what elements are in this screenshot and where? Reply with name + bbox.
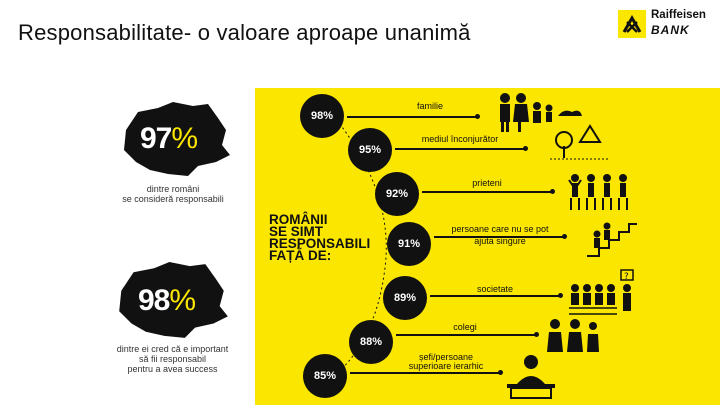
romania-map-icon — [118, 100, 233, 180]
stat-value-2: 98% — [138, 284, 196, 318]
raiffeisen-logo: Raiffeisen BANK — [618, 6, 718, 42]
stat-caption-2-line-2: să fii responsabil — [138, 354, 207, 364]
percent-circle-environment: 95% — [348, 128, 392, 172]
label-society: societate — [476, 284, 514, 294]
connector-dot — [498, 370, 503, 375]
connector-line — [350, 372, 500, 374]
infographic-headline: ROMÂNII SE SIMT RESPONSABILI FAȚĂ DE: — [269, 212, 371, 263]
stat-unit-1: % — [171, 122, 198, 155]
percent-circle-helpless: 91% — [387, 222, 431, 266]
label-colleagues: colegi — [453, 322, 477, 332]
raiffeisen-gable-icon — [618, 10, 646, 38]
label-helpless-line-1: persoane care nu se pot — [451, 224, 549, 234]
connector-line — [347, 116, 477, 118]
headline-line-1: ROMÂNII — [269, 212, 328, 227]
friends-icon — [568, 174, 628, 210]
slide-title: Responsabilitate- o valoare aproape unan… — [18, 20, 471, 45]
connector-line — [395, 148, 525, 150]
stat-caption-1: dintre români se consideră responsabili — [98, 184, 248, 204]
label-friends: prieteni — [472, 178, 502, 188]
connector-dot — [475, 114, 480, 119]
connector-dot — [558, 293, 563, 298]
label-superiors-line-1: șefi/persoane — [418, 352, 474, 362]
colleagues-icon — [547, 319, 599, 352]
stat-caption-1-line-1: dintre români — [146, 184, 200, 194]
infographic-panel: ROMÂNII SE SIMT RESPONSABILI FAȚĂ DE: 98… — [255, 88, 720, 405]
help-stairs-icon — [587, 222, 637, 257]
connector-dot — [550, 189, 555, 194]
environment-icon — [550, 110, 608, 160]
headline-line-2: SE SIMT — [269, 224, 324, 239]
svg-text:?: ? — [624, 272, 629, 282]
romania-map-icon — [112, 260, 232, 342]
label-helpless-line-2: ajuta singure — [474, 236, 526, 246]
label-family: familie — [416, 101, 443, 111]
stat-caption-2-line-1: dintre ei cred că e important — [116, 344, 229, 354]
percent-circle-society: 89% — [383, 276, 427, 320]
connector-line — [434, 236, 564, 238]
logo-name: Raiffeisen — [651, 9, 706, 21]
connector-line — [396, 334, 536, 336]
connector-dot — [534, 332, 539, 337]
stat-caption-2: dintre ei cred că e important să fii res… — [90, 344, 255, 374]
society-icon: ? — [569, 269, 634, 315]
stat-number-1: 97 — [140, 122, 172, 155]
label-superiors: șefi/persoane superioare ierarhic — [391, 353, 501, 371]
label-helpless: persoane care nu se pot ajuta singure — [435, 225, 565, 246]
percent-circle-family: 98% — [300, 94, 344, 138]
label-environment: mediul înconjurător — [421, 134, 499, 144]
percent-circle-friends: 92% — [375, 172, 419, 216]
stat-caption-1-line-2: se consideră responsabili — [122, 194, 224, 204]
label-superiors-line-2: superioare ierarhic — [408, 361, 484, 371]
headline-line-4: FAȚĂ DE: — [269, 248, 332, 263]
connector-dot — [562, 234, 567, 239]
left-stats-panel: 97% dintre români se consideră responsab… — [88, 90, 258, 400]
boss-icon — [507, 355, 555, 399]
family-icon — [500, 93, 553, 132]
connector-line — [422, 191, 552, 193]
percent-circle-colleagues: 88% — [349, 320, 393, 364]
logo-bank: BANK — [651, 23, 690, 37]
stat-unit-2: % — [169, 284, 196, 317]
stat-value-1: 97% — [140, 122, 198, 156]
percent-circle-superiors: 85% — [303, 354, 347, 398]
headline-line-3: RESPONSABILI — [269, 236, 371, 251]
stat-caption-2-line-3: pentru a avea success — [127, 364, 218, 374]
connector-line — [430, 295, 560, 297]
connector-dot — [523, 146, 528, 151]
stat-number-2: 98 — [138, 284, 170, 317]
